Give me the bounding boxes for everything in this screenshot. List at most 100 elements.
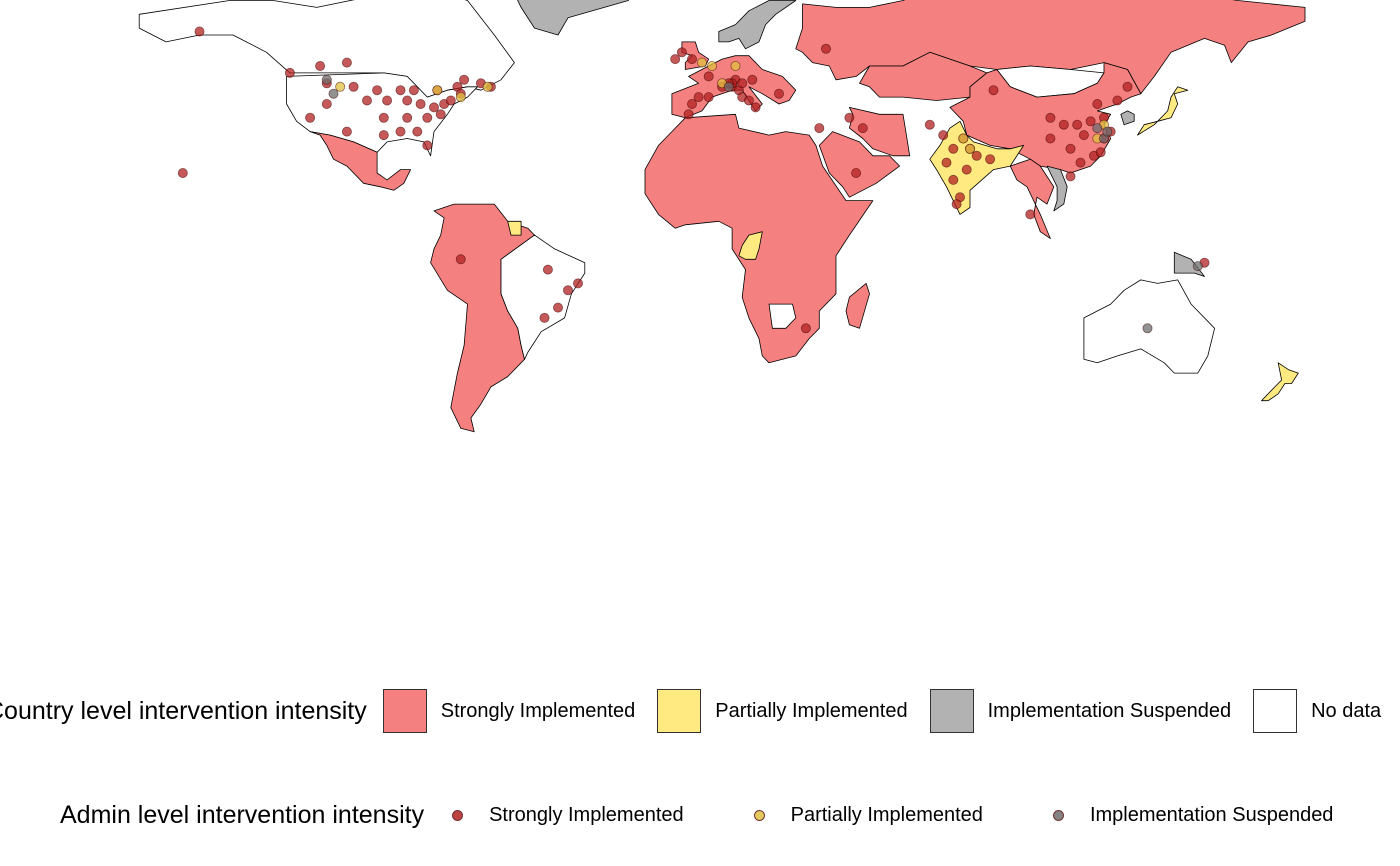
country-new-zealand [1261,362,1299,402]
legend-dot-strong [452,809,464,821]
admin-point-strong-87 [1095,147,1106,158]
legend-label-partial: Partially Implemented [715,699,908,722]
country-polygons [138,0,1306,433]
admin-level-points [177,26,1210,334]
admin-point-strong-73 [961,164,972,175]
legend-dot-suspended [1052,809,1064,821]
admin-point-partial-10 [958,133,969,144]
admin-point-strong-74 [971,150,982,161]
admin-point-strong-2 [315,61,326,72]
country-brazil [500,234,586,360]
legend-swatch-partial [657,689,702,733]
admin-point-strong-22 [445,95,456,106]
admin-point-strong-10 [348,81,359,92]
admin-point-strong-24 [378,112,389,123]
admin-point-strong-62 [844,112,855,123]
admin-point-strong-92 [1122,81,1133,92]
admin-point-strong-76 [1025,209,1036,220]
admin-point-strong-43 [703,92,714,103]
admin-point-strong-30 [395,126,406,137]
admin-point-strong-12 [395,85,406,96]
admin-point-strong-55 [676,47,687,58]
admin-point-partial-1 [432,85,443,96]
admin-point-strong-37 [553,302,564,313]
admin-point-strong-97 [851,167,862,178]
admin-point-strong-81 [1072,119,1083,130]
admin-point-strong-35 [542,264,553,275]
country-iran [849,107,911,157]
admin-point-strong-20 [428,102,439,113]
admin-point-strong-16 [361,95,372,106]
legend-admin: Admin level intervention intensity Stron… [60,790,1333,840]
admin-point-strong-33 [177,167,188,178]
admin-point-strong-94 [1092,99,1103,110]
admin-point-partial-11 [965,143,976,154]
country-japan [1137,86,1189,136]
admin-point-suspended-1 [328,88,339,99]
admin-point-partial-3 [482,81,493,92]
admin-point-strong-41 [683,109,694,120]
legend-swatch-nodata [1253,689,1298,733]
legend-label-nodata: No data [1311,699,1382,722]
admin-point-strong-82 [1058,119,1069,130]
admin-point-strong-89 [1065,171,1076,182]
admin-point-suspended-6 [1142,323,1153,334]
admin-point-strong-17 [382,95,393,106]
admin-point-strong-54 [747,74,758,85]
country-mexico [309,131,412,191]
legend-admin-label-suspended: Implementation Suspended [1089,803,1334,826]
admin-point-strong-65 [938,130,949,141]
admin-point-partial-2 [455,92,466,103]
country-korea [1120,110,1135,126]
admin-point-strong-27 [435,109,446,120]
admin-point-strong-53 [737,78,748,89]
admin-point-strong-61 [814,123,825,134]
admin-point-strong-59 [821,43,832,54]
admin-point-strong-1 [284,67,295,78]
admin-point-strong-93 [1112,95,1123,106]
admin-point-strong-58 [703,71,714,82]
legend-swatch-strong [382,689,427,733]
admin-point-strong-29 [378,130,389,141]
admin-point-strong-36 [573,278,584,289]
admin-point-strong-26 [422,112,433,123]
legend-admin-label-strong: Strongly Implemented [489,803,684,826]
admin-point-strong-19 [415,99,426,110]
admin-point-strong-0 [194,26,205,37]
legend-swatch-suspended [929,689,974,733]
admin-point-partial-4 [697,57,708,68]
admin-point-suspended-3 [1092,123,1103,134]
admin-point-strong-42 [693,92,704,103]
admin-point-strong-83 [1045,133,1056,144]
admin-point-strong-69 [941,157,952,168]
admin-point-strong-56 [670,54,681,65]
admin-point-strong-85 [1075,157,1086,168]
legend-dot-partial [753,809,765,821]
admin-point-strong-31 [412,126,423,137]
admin-point-suspended-2 [723,81,734,92]
admin-point-suspended-0 [321,74,332,85]
admin-point-strong-60 [774,88,785,99]
admin-point-strong-64 [924,119,935,130]
admin-point-strong-84 [1065,143,1076,154]
admin-point-partial-0 [335,81,346,92]
admin-point-partial-6 [730,61,741,72]
admin-point-strong-38 [539,312,550,323]
admin-point-strong-3 [341,57,352,68]
admin-point-strong-78 [1078,130,1089,141]
admin-point-strong-34 [455,254,466,265]
country-vietnam [1046,165,1068,212]
country-suriname [507,220,522,236]
legend-admin-title: Admin level intervention intensity [60,800,425,829]
admin-point-strong-57 [687,54,698,65]
admin-point-strong-40 [687,99,698,110]
admin-point-strong-48 [743,95,754,106]
admin-point-strong-6 [459,74,470,85]
world-map [138,0,1306,433]
admin-point-strong-15 [321,99,332,110]
admin-point-strong-25 [402,112,413,123]
legend-label-suspended: Implementation Suspended [987,699,1232,722]
admin-point-suspended-5 [1102,126,1113,137]
admin-point-strong-11 [372,85,383,96]
country-greenland [517,0,630,36]
